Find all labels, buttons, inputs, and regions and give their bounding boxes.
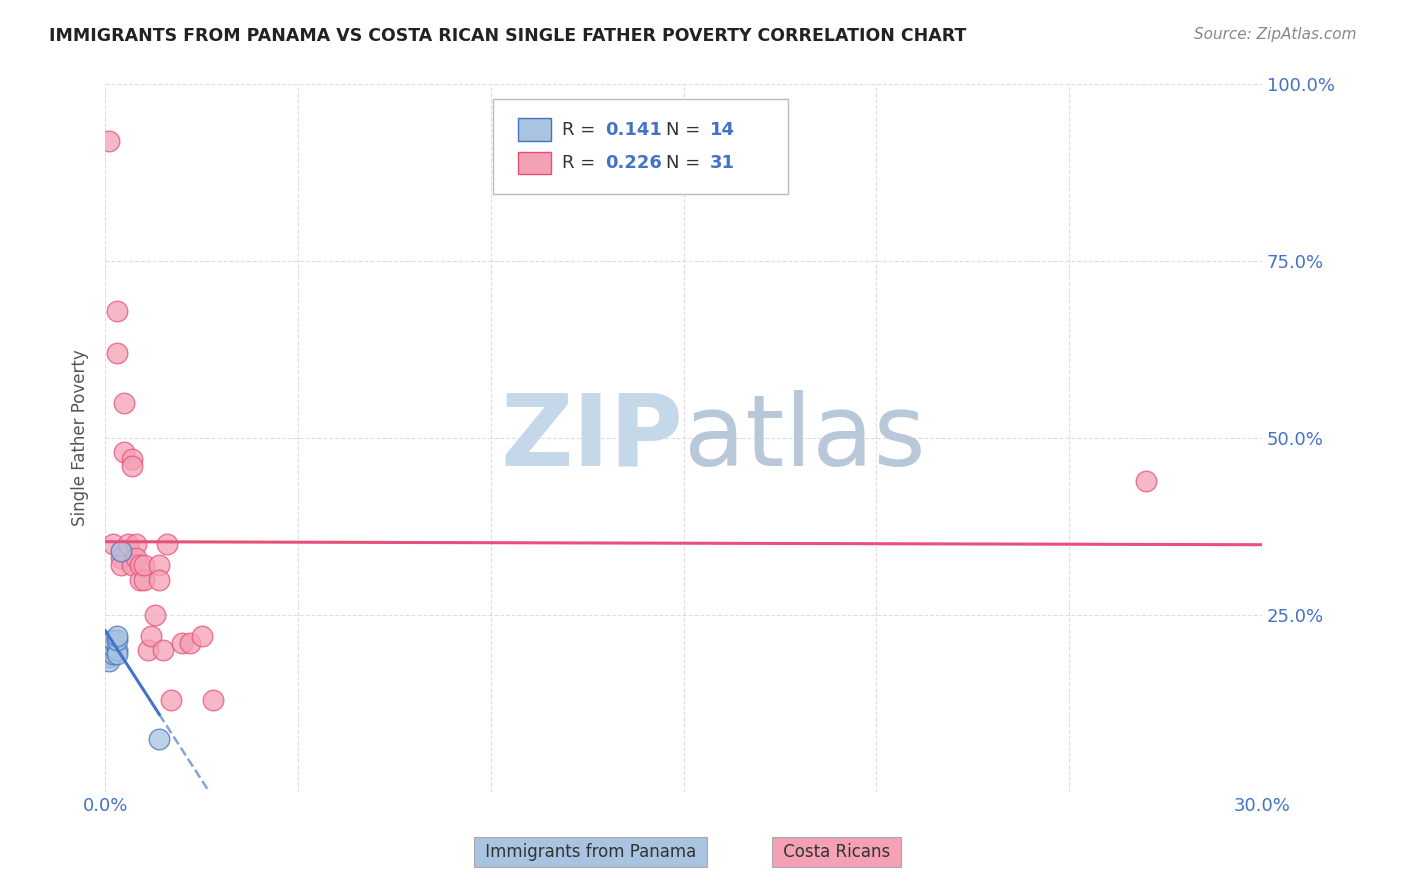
Point (101, 632, 124, 647)
Bar (519, 119, 551, 141)
Point (202, 692, 225, 706)
Point (98, 654, 121, 668)
Point (105, 303, 128, 318)
Text: atlas: atlas (683, 390, 925, 486)
Point (114, 445, 136, 459)
FancyBboxPatch shape (492, 99, 787, 194)
Point (148, 573, 170, 587)
Text: N =: N = (666, 120, 706, 138)
Text: Immigrants from Panama: Immigrants from Panama (479, 843, 702, 861)
Point (148, 731, 170, 746)
Point (179, 636, 201, 650)
Point (101, 537, 124, 551)
Point (121, 452, 143, 467)
Point (129, 573, 152, 587)
Point (98, 647, 121, 661)
Point (105, 647, 128, 661)
Point (152, 643, 174, 657)
Y-axis label: Single Father Poverty: Single Father Poverty (72, 350, 89, 526)
Point (190, 629, 212, 643)
Point (98, 134, 121, 148)
Bar (519, 152, 551, 174)
Point (125, 537, 148, 551)
Point (121, 459, 143, 474)
Point (159, 692, 181, 706)
Point (101, 640, 124, 654)
Point (143, 607, 166, 622)
Point (110, 544, 132, 558)
Point (141, 629, 163, 643)
Text: 0.141: 0.141 (605, 120, 662, 138)
Text: Source: ZipAtlas.com: Source: ZipAtlas.com (1194, 27, 1357, 42)
Text: 0.226: 0.226 (605, 154, 662, 172)
Text: R =: R = (562, 120, 602, 138)
Point (121, 558, 143, 573)
Point (132, 573, 155, 587)
Text: ZIP: ZIP (501, 390, 683, 486)
Point (129, 558, 152, 573)
Point (1135, 474, 1157, 488)
Point (110, 558, 132, 573)
Text: 14: 14 (710, 120, 735, 138)
Point (105, 346, 128, 360)
Text: Costa Ricans: Costa Ricans (778, 843, 896, 861)
Point (148, 558, 170, 573)
Point (156, 537, 179, 551)
Text: IMMIGRANTS FROM PANAMA VS COSTA RICAN SINGLE FATHER POVERTY CORRELATION CHART: IMMIGRANTS FROM PANAMA VS COSTA RICAN SI… (49, 27, 966, 45)
Point (98, 640, 121, 654)
Point (125, 551, 148, 566)
Point (110, 551, 132, 566)
Text: N =: N = (666, 154, 706, 172)
Point (101, 643, 124, 657)
Point (172, 636, 194, 650)
Point (101, 647, 124, 661)
Point (117, 537, 139, 551)
Text: R =: R = (562, 154, 602, 172)
Point (98, 650, 121, 665)
Text: 31: 31 (710, 154, 735, 172)
Point (105, 629, 128, 643)
Point (105, 643, 128, 657)
Point (114, 395, 136, 409)
Point (132, 558, 155, 573)
Point (136, 643, 159, 657)
Point (105, 632, 128, 647)
